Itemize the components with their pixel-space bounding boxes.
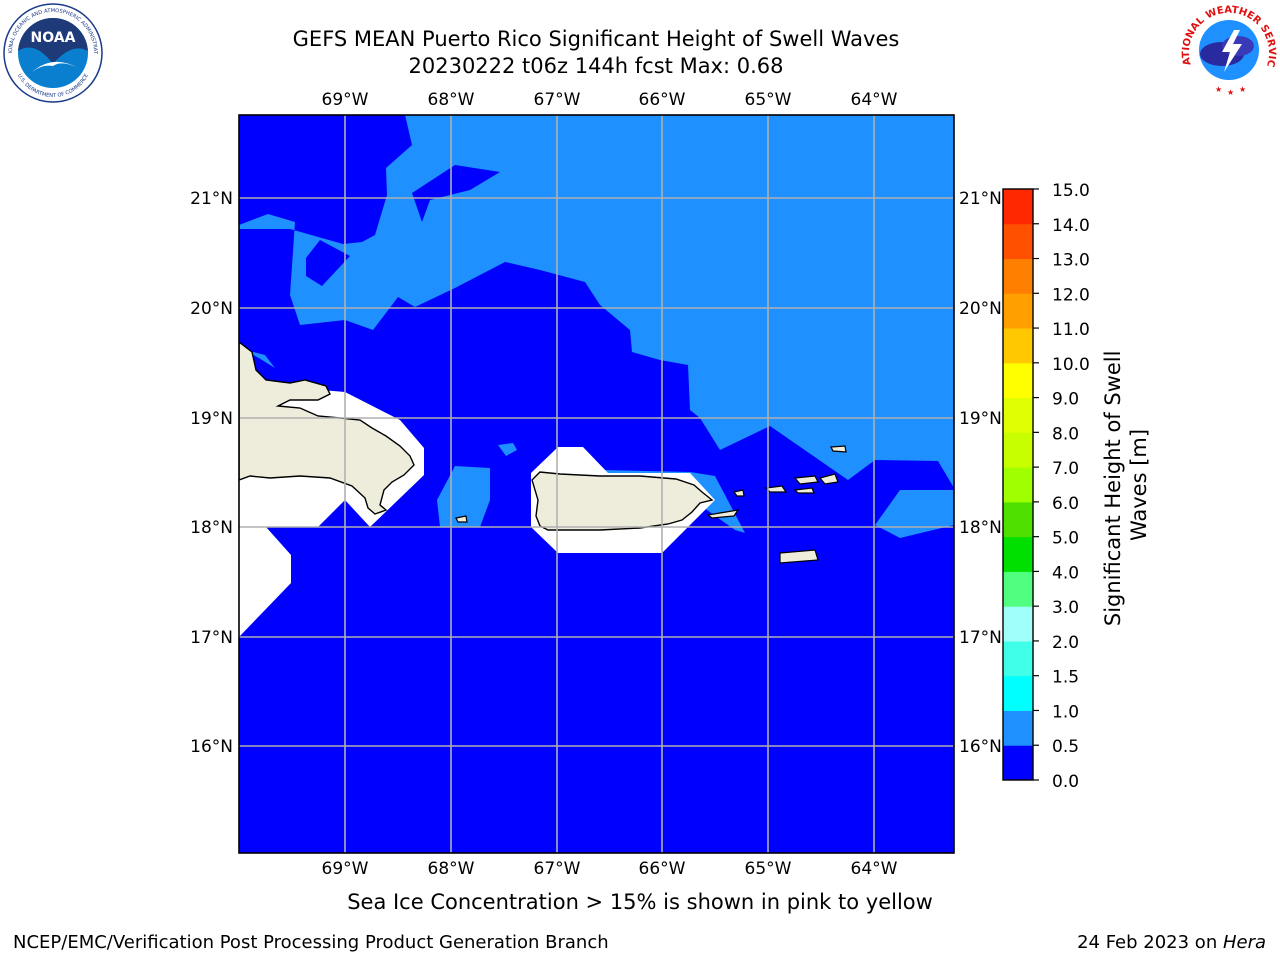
swell-field — [239, 115, 954, 853]
colorbar-tick-label: 1.5 — [1052, 668, 1079, 688]
colorbar-tick-label: 5.0 — [1052, 529, 1079, 549]
colorbar-tick-label: 7.0 — [1052, 459, 1079, 479]
colorbar-tick-label: 14.0 — [1052, 216, 1090, 236]
lon-label-bottom: 67°W — [534, 859, 581, 879]
swell-level-0-0.5-pocket — [306, 165, 500, 286]
colorbar-tick-label: 2.0 — [1052, 633, 1079, 653]
colorbar-tick-label: 13.0 — [1052, 251, 1090, 271]
colorbar-segment — [1003, 362, 1033, 399]
colorbar-segment — [1003, 328, 1033, 364]
colorbar-segment — [1003, 745, 1033, 781]
lon-label-bottom: 65°W — [745, 859, 792, 879]
colorbar-segment — [1003, 571, 1033, 607]
lon-label-bottom: 69°W — [322, 859, 369, 879]
colorbar-segment — [1003, 258, 1033, 294]
colorbar-segment — [1003, 397, 1033, 433]
lon-label-top: 65°W — [745, 90, 792, 110]
map-frame — [238, 114, 955, 854]
colorbar-tick-label: 0.0 — [1052, 772, 1079, 792]
colorbar-segment — [1003, 675, 1033, 711]
lat-label-right: 20°N — [959, 299, 1002, 319]
lon-label-top: 69°W — [322, 90, 369, 110]
lat-label-right: 16°N — [959, 737, 1002, 757]
noaa-logo: NATIONAL OCEANIC AND ATMOSPHERIC ADMINIS… — [2, 2, 103, 103]
footer-host: Hera — [1222, 932, 1266, 953]
lat-label-left: 21°N — [190, 189, 233, 209]
colorbar-segment — [1003, 223, 1033, 260]
lat-label-right: 19°N — [959, 409, 1002, 429]
lat-label-right: 17°N — [959, 628, 1002, 648]
lon-label-bottom: 64°W — [851, 859, 898, 879]
svg-text:★: ★ — [1239, 85, 1246, 94]
footer-producer: NCEP/EMC/Verification Post Processing Pr… — [13, 932, 609, 953]
lon-label-bottom: 68°W — [428, 859, 475, 879]
footer-date: 24 Feb 2023 on Hera — [1077, 932, 1266, 953]
colorbar-frame — [1002, 188, 1034, 781]
colorbar-tick-label: 15.0 — [1052, 181, 1090, 201]
colorbar-tick-label: 6.0 — [1052, 494, 1079, 514]
lon-label-top: 67°W — [534, 90, 581, 110]
lat-label-left: 18°N — [190, 518, 233, 538]
colorbar: 0.0 0.5 1.0 1.5 2.0 3.0 4.0 5.0 6.0 7.0 8.0 9.0 10.0… — [1002, 181, 1090, 792]
lon-label-top: 68°W — [428, 90, 475, 110]
colorbar-tick-label: 12.0 — [1052, 285, 1090, 305]
colorbar-segment — [1003, 467, 1033, 503]
nws-logo: NATIONAL WEATHER SERVICE ★ ★ ★ — [1178, 0, 1277, 97]
colorbar-tick-label: 4.0 — [1052, 563, 1079, 583]
map-subtitle: 20230222 t06z 144h fcst Max: 0.68 — [408, 54, 784, 78]
lat-label-left: 17°N — [190, 628, 233, 648]
colorbar-label: Significant Height of Swell Waves [m] — [1101, 344, 1151, 626]
lon-label-top: 66°W — [639, 90, 686, 110]
lat-label-left: 20°N — [190, 299, 233, 319]
swell-level-0.5-1.0-patch — [245, 350, 954, 538]
svg-text:★: ★ — [1227, 88, 1234, 97]
colorbar-tick-label: 9.0 — [1052, 390, 1079, 410]
colorbar-segment — [1003, 536, 1033, 572]
colorbar-tick-label: 0.5 — [1052, 737, 1079, 757]
colorbar-tick-label: 3.0 — [1052, 598, 1079, 618]
colorbar-segment — [1003, 710, 1033, 746]
lon-label-top: 64°W — [851, 90, 898, 110]
graticule — [239, 115, 954, 853]
colorbar-segment — [1003, 501, 1033, 538]
lat-label-right: 18°N — [959, 518, 1002, 538]
land-small-islands — [455, 445, 847, 564]
colorbar-tick-label: 10.0 — [1052, 355, 1090, 375]
lat-label-left: 16°N — [190, 737, 233, 757]
colorbar-segment — [1003, 640, 1033, 677]
colorbar-segment — [1003, 293, 1033, 329]
colorbar-tick-label: 8.0 — [1052, 424, 1079, 444]
svg-text:NOAA: NOAA — [31, 30, 76, 46]
colorbar-tick-label: 11.0 — [1052, 320, 1090, 340]
colorbar-segment — [1003, 189, 1033, 225]
colorbar-segment — [1003, 606, 1033, 642]
sea-ice-note: Sea Ice Concentration > 15% is shown in … — [347, 890, 933, 914]
svg-text:★: ★ — [1215, 85, 1222, 94]
masked-southwest — [239, 527, 291, 637]
colorbar-segment — [1003, 432, 1033, 468]
lat-label-left: 19°N — [190, 409, 233, 429]
lon-label-bottom: 66°W — [639, 859, 686, 879]
map-title: GEFS MEAN Puerto Rico Significant Height… — [292, 27, 900, 51]
colorbar-tick-label: 1.0 — [1052, 702, 1079, 722]
lat-label-right: 21°N — [959, 189, 1002, 209]
